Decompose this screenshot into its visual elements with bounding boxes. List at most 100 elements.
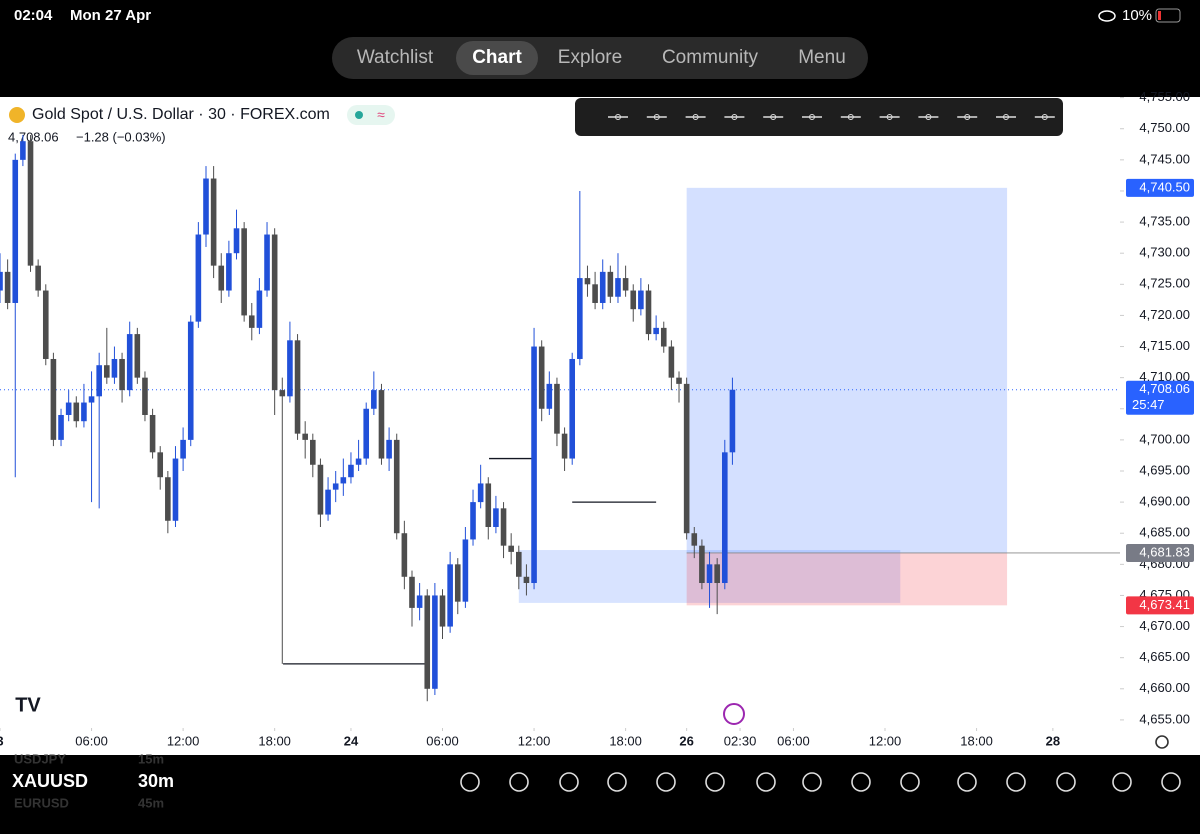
candle-body [73, 402, 80, 422]
candle-body [447, 564, 453, 627]
toolbar-button[interactable] [460, 772, 480, 792]
prev-interval[interactable]: 15m [138, 751, 164, 766]
next-symbol[interactable]: EURUSD [14, 795, 69, 810]
candle-body [12, 159, 19, 303]
toolbar-button[interactable] [1006, 772, 1026, 792]
nav-tab[interactable]: Watchlist [357, 47, 434, 68]
candle-body [355, 458, 362, 465]
candle-body [554, 383, 560, 434]
candle-body [256, 290, 263, 328]
candle-body [241, 228, 247, 316]
candle-body [50, 358, 57, 440]
clock: 02:04 [14, 7, 53, 24]
candle-body [607, 271, 614, 297]
tool-dot [770, 114, 777, 120]
toolbar-button[interactable] [1161, 772, 1181, 792]
candle-body [264, 234, 270, 291]
candle-body [706, 564, 713, 584]
y-tick-label: 4,685.00 [1139, 525, 1190, 540]
toolbar-button[interactable] [957, 772, 977, 792]
tool-dot [731, 114, 738, 120]
nav-tab[interactable]: Community [662, 47, 759, 68]
interval[interactable]: 30m [138, 771, 174, 791]
toolbar-button[interactable] [900, 772, 920, 792]
candle-body [462, 539, 469, 602]
candle-body [134, 334, 141, 378]
candle-body [668, 346, 675, 378]
bottom-bar [0, 755, 1200, 834]
candle-body [721, 452, 728, 584]
tool-dot [847, 114, 854, 120]
candle-body [157, 452, 164, 478]
y-tick-label: 4,720.00 [1139, 307, 1190, 322]
next-interval[interactable]: 45m [138, 795, 164, 810]
candle-body [104, 365, 110, 378]
y-tick-label: 4,670.00 [1139, 618, 1190, 633]
candle-body [294, 340, 301, 434]
symbol[interactable]: XAUUSD [12, 771, 88, 791]
toolbar-button[interactable] [851, 772, 871, 792]
toolbar-button[interactable] [756, 772, 776, 792]
candle-body [20, 141, 26, 160]
nav-tab[interactable]: Explore [558, 47, 622, 68]
candle-body [660, 327, 667, 347]
x-tick-label: 06:00 [426, 733, 459, 748]
nav-tab[interactable]: Chart [472, 47, 522, 68]
tool-dot [964, 114, 971, 120]
candle-body [615, 278, 621, 297]
battery [1155, 8, 1181, 23]
toolbar-button[interactable] [1056, 772, 1076, 792]
x-tick-label: 18:00 [609, 733, 642, 748]
y-tick-label: 4,660.00 [1139, 680, 1190, 695]
candle-body [424, 595, 431, 689]
candle-body [149, 414, 156, 453]
candle-body [401, 533, 408, 577]
status-pill[interactable] [347, 105, 395, 125]
battery-level [1158, 11, 1161, 20]
price-label: 4,708.06 [8, 129, 59, 144]
prev-symbol[interactable]: USDJPY [14, 751, 66, 766]
y-tick-label: 4,690.00 [1139, 494, 1190, 509]
candle-body [638, 290, 644, 310]
candle-body [546, 383, 553, 409]
y-tick-label: 4,655.00 [1139, 711, 1190, 726]
candle-body [599, 271, 606, 303]
toolbar-button[interactable] [705, 772, 725, 792]
y-tick-label: 4,755.00 [1139, 89, 1190, 104]
toolbar-button[interactable] [656, 772, 676, 792]
price-tag-label: 4,708.06 [1139, 381, 1190, 396]
countdown: 25:47 [1132, 397, 1165, 412]
toolbar-button[interactable] [607, 772, 627, 792]
candle-body [302, 433, 308, 440]
candle-body [363, 408, 370, 459]
battery-text: 10% [1122, 7, 1152, 24]
x-tick-label: 06:00 [75, 733, 108, 748]
nav-tab[interactable]: Menu [798, 47, 846, 68]
y-tick-label: 4,710.00 [1139, 369, 1190, 384]
candle-body [248, 315, 255, 328]
toolbar-button[interactable] [802, 772, 822, 792]
x-tick-label: 12:00 [518, 733, 551, 748]
y-tick-label: 4,695.00 [1139, 462, 1190, 477]
toolbar-button[interactable] [559, 772, 579, 792]
candle-body [508, 545, 514, 552]
candle-body [584, 278, 591, 285]
toolbar-button[interactable] [1112, 772, 1132, 792]
link-icon [1098, 10, 1116, 22]
candle-body [0, 271, 3, 291]
candle-body [226, 253, 232, 291]
toolbar-button[interactable] [509, 772, 529, 792]
candle-body [493, 508, 499, 528]
chart-area [0, 97, 1200, 755]
wave-icon: ≈ [377, 107, 385, 123]
candle-body [416, 595, 423, 608]
candle-body [126, 334, 133, 391]
y-tick-label: 4,715.00 [1139, 338, 1190, 353]
settings-icon[interactable] [1155, 735, 1169, 749]
chart-title: Gold Spot / U.S. Dollar · 30 · FOREX.com [32, 106, 330, 123]
lightning-icon[interactable] [723, 703, 745, 725]
candle-body [35, 265, 41, 291]
candle-body [432, 595, 438, 689]
candle-body [622, 278, 629, 291]
